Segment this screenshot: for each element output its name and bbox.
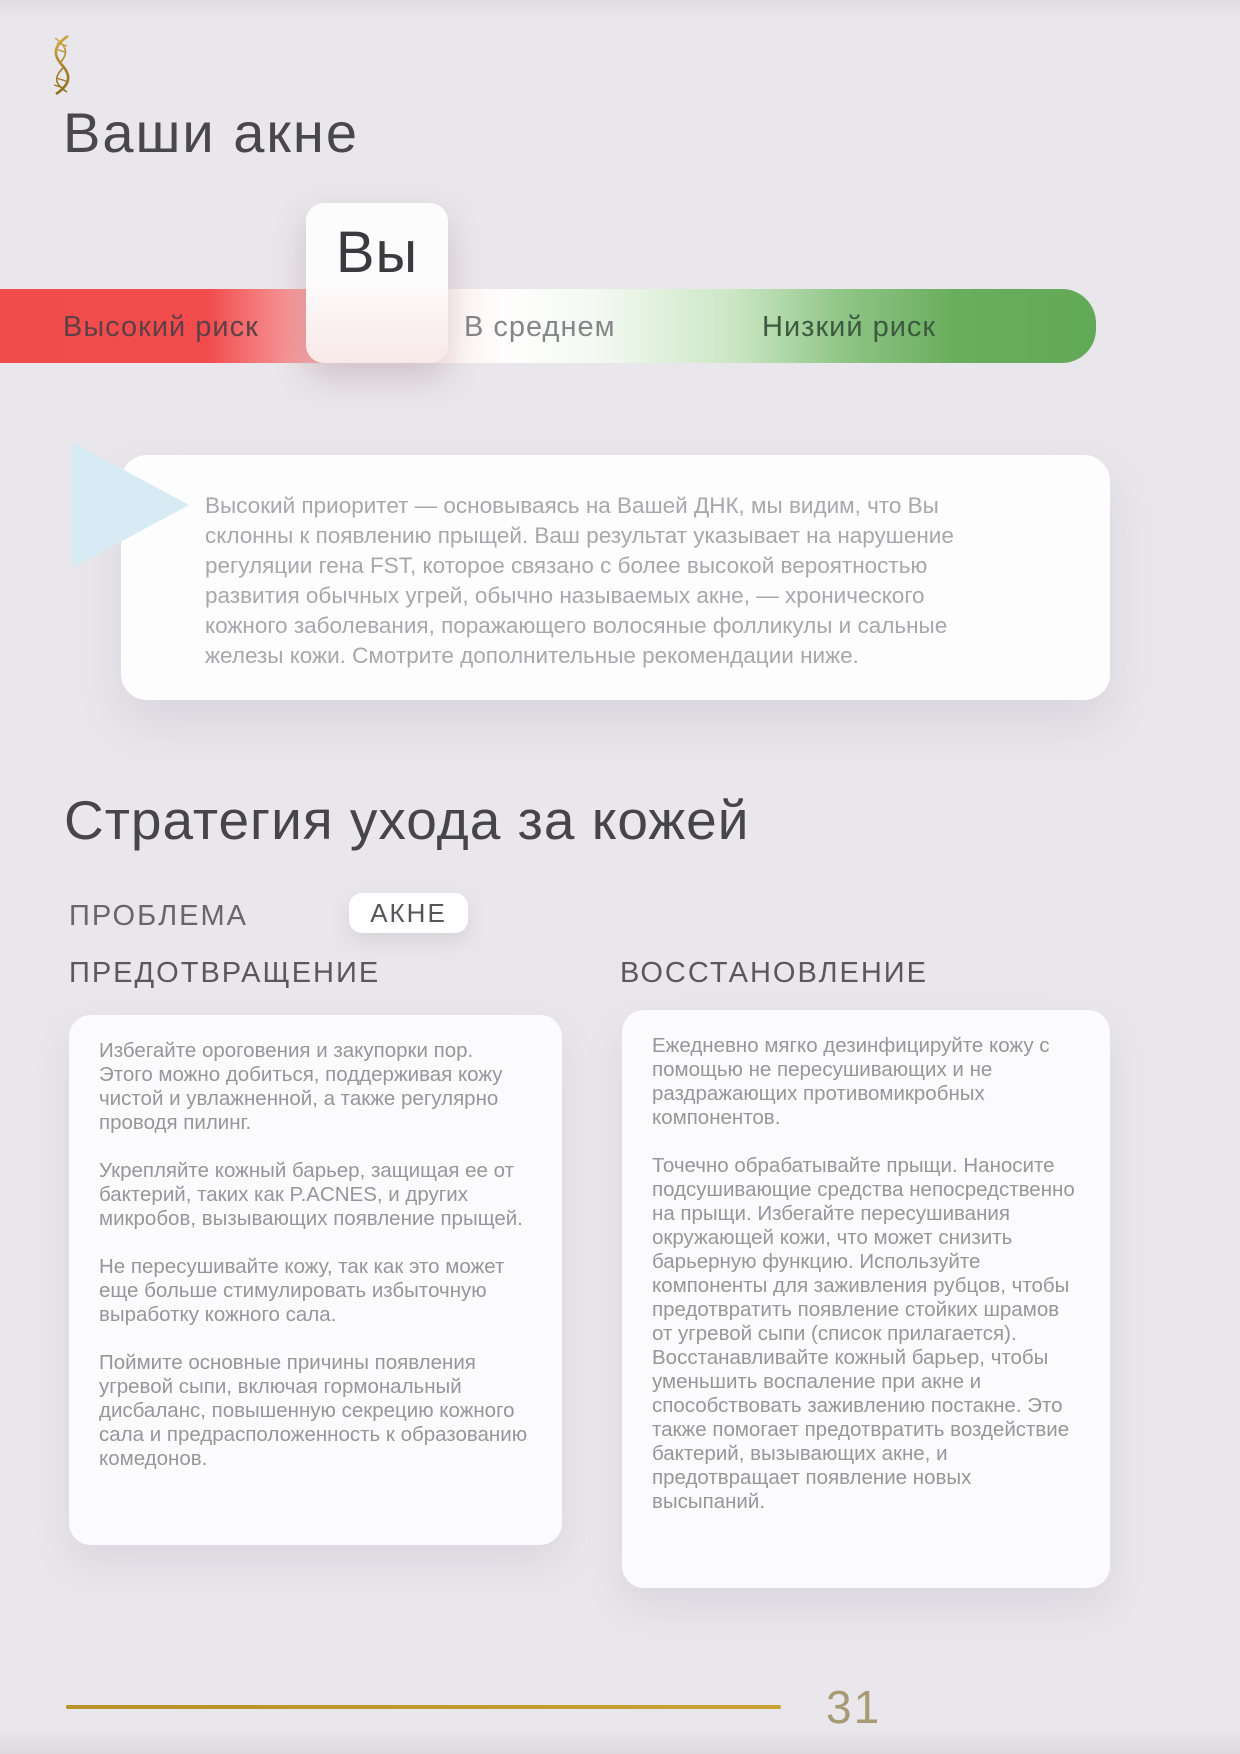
problem-value: АКНЕ — [370, 897, 447, 928]
paragraph: Не пересушивайте кожу, так как это может… — [99, 1255, 505, 1326]
your-position-marker: Вы — [306, 203, 448, 363]
paragraph: Поймите основные причины появления угрев… — [99, 1351, 528, 1470]
paragraph: Ежедневно мягко дезинфицируйте кожу с по… — [652, 1034, 1050, 1129]
prevention-column-header: ПРЕДОТВРАЩЕНИЕ — [69, 957, 381, 989]
page-title: Ваши акне — [63, 101, 359, 164]
strategy-section-title: Стратегия ухода за кожей — [64, 789, 750, 851]
flag-triangle-icon — [72, 442, 189, 568]
page-number: 31 — [826, 1681, 882, 1733]
priority-note-text: Высокий приоритет — основываясь на Вашей… — [205, 493, 954, 668]
paragraph: Укрепляйте кожный барьер, защищая ее от … — [99, 1159, 523, 1230]
problem-value-badge: АКНЕ — [349, 893, 468, 933]
paragraph: Избегайте ороговения и закупорки пор. Эт… — [99, 1039, 503, 1134]
footer-divider-line — [66, 1705, 781, 1709]
risk-label-medium: В среднем — [464, 311, 616, 343]
prevention-card: Избегайте ороговения и закупорки пор. Эт… — [69, 1015, 562, 1545]
risk-label-low: Низкий риск — [762, 311, 937, 343]
priority-note-card: Высокий приоритет — основываясь на Вашей… — [121, 455, 1110, 700]
prevention-card-text: Избегайте ороговения и закупорки пор. Эт… — [99, 1039, 530, 1471]
recovery-column-header: ВОССТАНОВЛЕНИЕ — [620, 957, 928, 989]
risk-gradient-bar — [0, 289, 1096, 363]
problem-label: ПРОБЛЕМА — [69, 900, 249, 932]
risk-label-high: Высокий риск — [63, 311, 259, 343]
recovery-card-text: Ежедневно мягко дезинфицируйте кожу с по… — [652, 1034, 1078, 1514]
recovery-card: Ежедневно мягко дезинфицируйте кожу с по… — [622, 1010, 1110, 1588]
paragraph: Точечно обрабатывайте прыщи. Наносите по… — [652, 1154, 1075, 1513]
your-position-label: Вы — [335, 220, 419, 285]
dna-logo-icon — [46, 34, 76, 96]
